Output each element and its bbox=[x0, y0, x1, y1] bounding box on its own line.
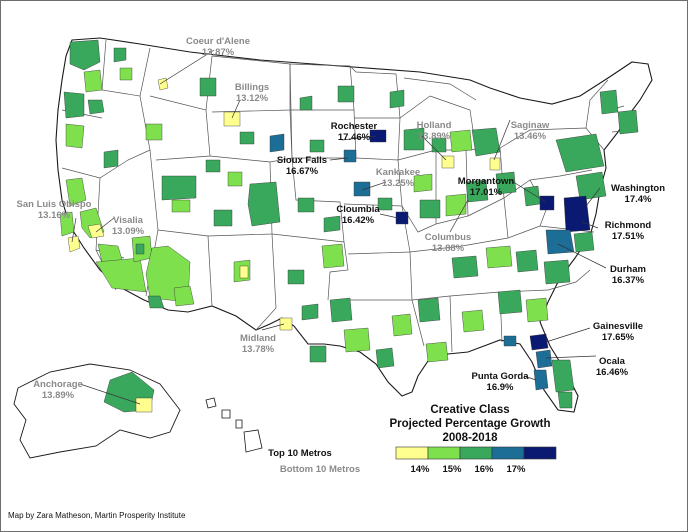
legend-swatch-3 bbox=[491, 446, 525, 460]
metro-patches bbox=[59, 39, 639, 413]
title-line-1: Creative Class bbox=[430, 404, 509, 416]
legend-swatch-4 bbox=[523, 446, 557, 460]
label-richmond: Richmond 17.51% bbox=[605, 220, 652, 242]
label-san-luis-obispo: San Luis Obispo 13.16% bbox=[17, 199, 92, 221]
label-anchorage: Anchorage 13.89% bbox=[33, 379, 83, 401]
label-morgantown: Morgantown 17.01% bbox=[458, 176, 515, 198]
legend-label-2: 16% bbox=[474, 464, 494, 475]
map-title: Creative Class Projected Percentage Grow… bbox=[389, 404, 550, 444]
legend-bottom-label: Bottom 10 Metros bbox=[280, 464, 360, 475]
hawaii-islands bbox=[205, 397, 263, 453]
top-metro-labels: Rochester 17.46% Sioux Falls 16.67% Cloumb… bbox=[277, 121, 665, 393]
label-midland: Midland 13.78% bbox=[240, 333, 276, 355]
legend-labels: 14% 15% 16% 17% bbox=[410, 464, 526, 475]
label-columbia: Cloumbia 16.42% bbox=[336, 204, 380, 226]
map-credit: Map by Zara Matheson, Martin Prosperity … bbox=[8, 511, 186, 520]
legend-swatch-0 bbox=[395, 446, 429, 460]
legend-swatch-2 bbox=[459, 446, 493, 460]
state-borders bbox=[61, 39, 633, 353]
title-line-3: 2008-2018 bbox=[443, 432, 499, 444]
label-saginaw: Saginaw 13.46% bbox=[511, 120, 550, 142]
bottom-metro-labels: Coeur d'Alene 13.87% Billings 13.12% Holla… bbox=[17, 36, 550, 401]
label-visalia: Visalia 13.09% bbox=[112, 215, 145, 237]
label-holland: Holland 13.89% bbox=[417, 120, 452, 142]
legend-label-1: 15% bbox=[442, 464, 462, 475]
label-sioux-falls: Sioux Falls 16.67% bbox=[277, 155, 327, 177]
label-kankakee: Kankakee 13.25% bbox=[376, 167, 420, 189]
leader-lines bbox=[71, 49, 607, 405]
legend-top-label: Top 10 Metros bbox=[268, 448, 332, 459]
legend-label-3: 17% bbox=[506, 464, 526, 475]
legend-swatch-1 bbox=[427, 446, 461, 460]
label-billings: Billings 13.12% bbox=[235, 82, 269, 104]
legend: Top 10 Metros Bottom 10 Metros 14% 15% 16%… bbox=[268, 446, 557, 475]
label-ocala: Ocala 16.46% bbox=[596, 356, 629, 378]
alaska-outline bbox=[13, 363, 181, 459]
label-durham: Durham 16.37% bbox=[610, 264, 646, 286]
legend-label-0: 14% bbox=[410, 464, 430, 475]
title-line-2: Projected Percentage Growth bbox=[389, 418, 550, 430]
label-coeur-dalene: Coeur d'Alene 13.87% bbox=[186, 36, 250, 58]
label-washington: Washington 17.4% bbox=[611, 183, 665, 205]
label-punta-gorda: Punta Gorda 16.9% bbox=[471, 371, 529, 393]
legend-swatches bbox=[395, 446, 557, 460]
label-columbus: Columbus 13.88% bbox=[425, 232, 471, 254]
label-gainesville: Gainesville 17.65% bbox=[593, 321, 643, 343]
label-rochester: Rochester 17.46% bbox=[331, 121, 378, 143]
